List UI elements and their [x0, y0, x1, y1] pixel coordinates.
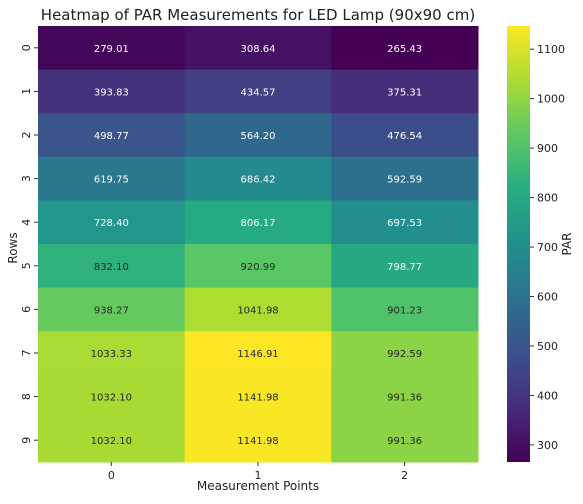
y-tick-label: 1: [20, 88, 33, 95]
cell-value-label: 1141.98: [237, 436, 278, 447]
cell-value-label: 1032.10: [91, 393, 132, 404]
cell-value-label: 498.77: [94, 131, 129, 142]
cell-value-label: 991.36: [387, 436, 422, 447]
colorbar-tick-label: 300: [537, 439, 558, 452]
cell-value-label: 1033.33: [91, 349, 132, 360]
heatmap-cell: [38, 200, 186, 245]
heatmap-cell: [184, 26, 332, 71]
colorbar-ticks: 300 400 500 600 700 800 900 1000 1100: [530, 43, 565, 452]
cell-value-label: 1032.10: [91, 436, 132, 447]
colorbar-tick-label: 400: [537, 389, 558, 402]
chart-title: Heatmap of PAR Measurements for LED Lamp…: [41, 6, 475, 24]
y-tick-label: 9: [20, 437, 33, 444]
y-tick-label: 5: [20, 262, 33, 269]
heatmap-cell: [184, 200, 332, 245]
heatmap-cell: [331, 26, 479, 71]
heatmap-cell: [331, 69, 479, 114]
x-tick-label: 0: [108, 469, 115, 482]
cell-value-label: 901.23: [387, 305, 422, 316]
heatmap-cell: [331, 287, 479, 332]
cell-value-label: 434.57: [241, 87, 276, 98]
cell-value-label: 393.83: [94, 87, 129, 98]
colorbar: [507, 26, 530, 462]
cell-value-label: 619.75: [94, 175, 129, 186]
heatmap-cell: [331, 331, 479, 376]
heatmap-cell: [331, 113, 479, 158]
cell-value-label: 265.43: [387, 44, 422, 55]
cell-value-label: 832.10: [94, 262, 129, 273]
cell-value-label: 806.17: [241, 218, 276, 229]
colorbar-tick-label: 1000: [537, 93, 565, 106]
cell-value-label: 1141.98: [237, 393, 278, 404]
heatmap-cell: [38, 374, 186, 419]
y-axis-label: Rows: [6, 232, 20, 263]
colorbar-tick-label: 1100: [537, 43, 565, 56]
heatmap-cell: [184, 418, 332, 463]
y-tick-label: 6: [20, 306, 33, 313]
cell-value-label: 938.27: [94, 305, 129, 316]
heatmap-cells: [38, 26, 479, 463]
heatmap-cell: [184, 331, 332, 376]
cell-value-label: 920.99: [241, 262, 276, 273]
y-tick-label: 8: [20, 393, 33, 400]
heatmap-cell: [331, 374, 479, 419]
heatmap-cell: [331, 244, 479, 289]
cell-value-label: 592.59: [387, 175, 422, 186]
x-axis-ticks: 0 1 2: [108, 462, 408, 482]
heatmap-cell: [38, 156, 186, 201]
cell-value-label: 1041.98: [237, 305, 278, 316]
y-tick-label: 2: [20, 132, 33, 139]
heatmap-cell: [184, 156, 332, 201]
heatmap-cell: [331, 156, 479, 201]
cell-value-label: 1146.91: [237, 349, 278, 360]
cell-value-label: 686.42: [241, 175, 276, 186]
cell-value-label: 476.54: [387, 131, 422, 142]
heatmap-cell: [38, 26, 186, 71]
heatmap-cell: [184, 287, 332, 332]
colorbar-tick-label: 800: [537, 192, 558, 205]
heatmap-cell: [38, 287, 186, 332]
heatmap-cell: [184, 374, 332, 419]
y-tick-label: 4: [20, 219, 33, 226]
y-tick-label: 0: [20, 44, 33, 51]
heatmap-cell: [38, 113, 186, 158]
heatmap-cell: [184, 69, 332, 114]
heatmap-cell: [331, 418, 479, 463]
heatmap-cell: [38, 69, 186, 114]
y-tick-label: 3: [20, 175, 33, 182]
x-tick-label: 1: [255, 469, 262, 482]
y-tick-label: 7: [20, 350, 33, 357]
cell-value-label: 375.31: [387, 87, 422, 98]
cell-value-label: 564.20: [241, 131, 276, 142]
y-axis-ticks: 0 1 2 3 4 5 6 7 8 9: [20, 44, 38, 444]
cell-value-label: 308.64: [241, 44, 276, 55]
heatmap-cell: [331, 200, 479, 245]
heatmap-cell: [38, 244, 186, 289]
cell-value-label: 798.77: [387, 262, 422, 273]
cell-value-label: 991.36: [387, 393, 422, 404]
heatmap-cell-labels: 279.01 308.64 265.43 393.83 434.57 375.31 498.…: [91, 44, 423, 447]
heatmap-cell: [38, 331, 186, 376]
colorbar-tick-label: 700: [537, 241, 558, 254]
heatmap-cell: [38, 418, 186, 463]
x-axis-label: Measurement Points: [197, 479, 319, 493]
colorbar-label: PAR: [560, 232, 574, 255]
heatmap-cell: [184, 113, 332, 158]
x-tick-label: 2: [401, 469, 408, 482]
cell-value-label: 279.01: [94, 44, 129, 55]
colorbar-tick-label: 500: [537, 340, 558, 353]
cell-value-label: 992.59: [387, 349, 422, 360]
colorbar-tick-label: 600: [537, 291, 558, 304]
cell-value-label: 728.40: [94, 218, 129, 229]
cell-value-label: 697.53: [387, 218, 422, 229]
heatmap-cell: [184, 244, 332, 289]
colorbar-tick-label: 900: [537, 142, 558, 155]
